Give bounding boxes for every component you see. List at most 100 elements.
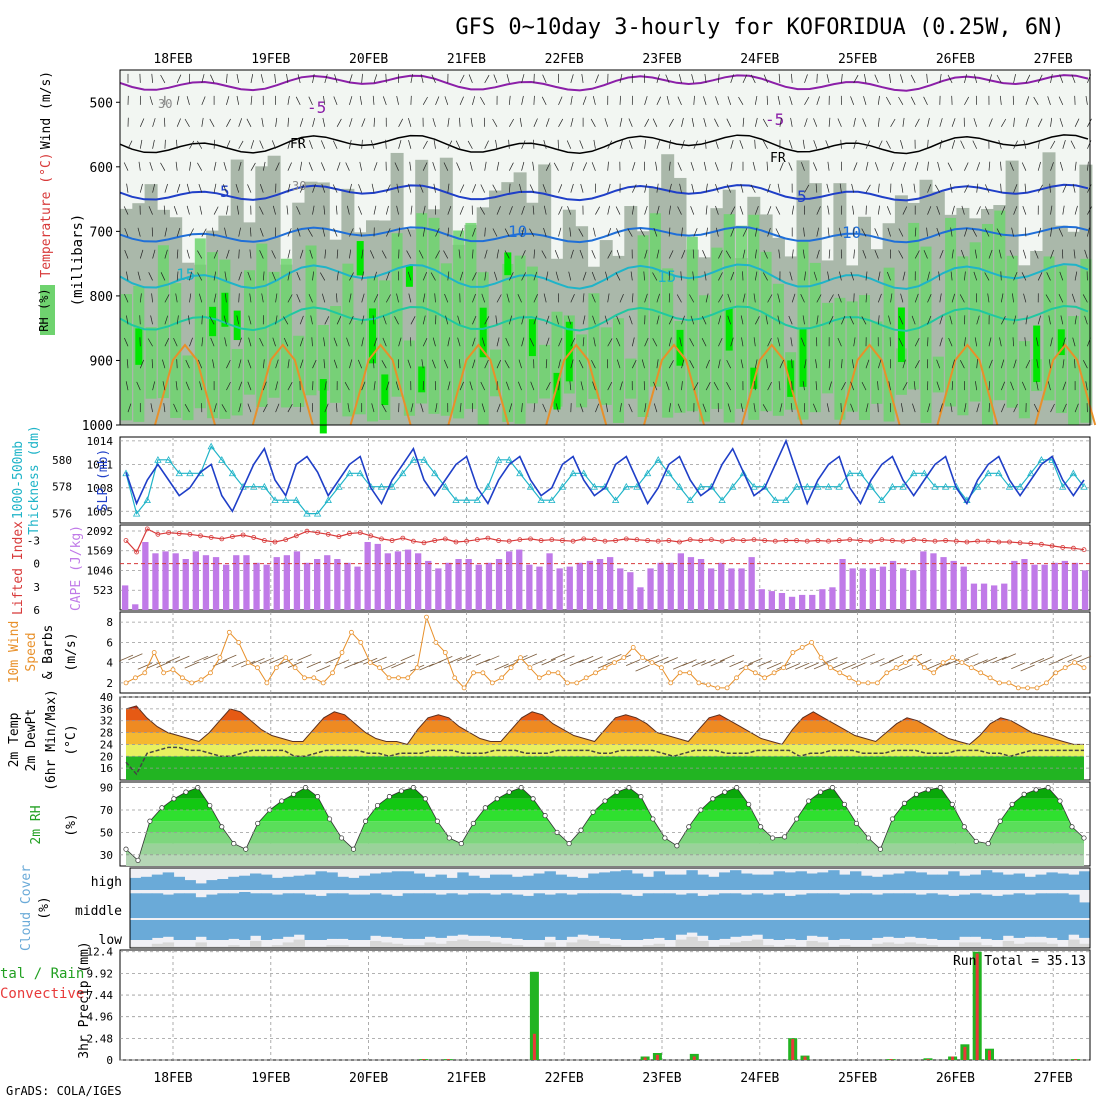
wind-barb	[324, 316, 330, 325]
wind-barb	[607, 183, 611, 193]
precip-legend-convective: Convective	[0, 986, 84, 1002]
wind-barb	[681, 117, 684, 127]
thickness-point	[580, 469, 588, 477]
li-point	[442, 536, 448, 542]
wind-barb	[247, 271, 252, 281]
cape-bar	[243, 555, 250, 610]
wind-barb	[147, 338, 153, 347]
wind-barb	[1037, 315, 1041, 325]
wind-speed-point	[311, 675, 317, 681]
cape-bar	[344, 562, 351, 610]
wind-barb	[607, 293, 610, 303]
wind-barb	[976, 162, 981, 171]
wind-barb	[530, 381, 535, 391]
cloud-low-bar	[675, 939, 687, 948]
wind-barb	[703, 96, 707, 105]
wind-barb	[431, 74, 436, 84]
wind-barb	[1074, 161, 1077, 171]
wind-barb	[506, 293, 510, 303]
wind-barb	[593, 337, 596, 347]
cape-bar	[991, 585, 998, 610]
cape-bar	[495, 559, 503, 610]
cloud-high-bar	[784, 872, 796, 890]
cape-bar	[425, 560, 432, 610]
rh-shade	[772, 283, 784, 416]
wind-barb	[705, 382, 711, 391]
wind-speed-point	[151, 650, 157, 655]
wind-barb	[582, 293, 585, 303]
wind-barb	[644, 293, 648, 303]
precip-frame	[119, 949, 1091, 1061]
wind-barb	[395, 381, 399, 391]
wind-barb	[902, 271, 906, 281]
rh-point	[446, 835, 452, 841]
wind-barb	[272, 205, 276, 215]
wind-barb	[164, 249, 168, 259]
thickness-point	[643, 469, 652, 477]
wind-barb	[1085, 95, 1088, 105]
wind-speed-point	[518, 655, 523, 660]
li-point	[134, 549, 140, 555]
wind-barb	[160, 272, 166, 281]
wind-barb-10m	[757, 660, 772, 667]
wind-barb	[681, 227, 683, 237]
wind-barb	[224, 337, 227, 347]
wind-barb	[299, 337, 304, 347]
rh-point	[686, 824, 692, 830]
wind-barb	[988, 337, 992, 347]
wind-barb	[299, 315, 304, 325]
wind-barb	[521, 161, 525, 171]
wind-barb	[607, 338, 613, 347]
rh-point	[853, 820, 860, 826]
thickness-point	[1037, 456, 1046, 463]
thickness-point	[462, 496, 471, 504]
wind-barb	[496, 359, 502, 369]
wind-barb	[861, 228, 867, 237]
wind-barb	[148, 272, 153, 281]
cape-bar	[1031, 564, 1038, 610]
wind-barb-10m	[1076, 655, 1092, 663]
contour-label: 15	[657, 267, 676, 286]
cloud-low-fill	[773, 920, 785, 940]
wind-barb	[927, 139, 929, 149]
wind-barb	[591, 162, 596, 171]
wind-barb	[739, 140, 744, 149]
cloud-low-fill	[1013, 920, 1025, 938]
wind-barb	[592, 315, 596, 325]
wind-barb	[259, 183, 264, 193]
wind-speed-point	[208, 670, 213, 676]
wind-barb	[934, 184, 941, 193]
wind-barb	[419, 184, 424, 193]
wind-barb	[1023, 139, 1027, 149]
wind-barb	[435, 228, 440, 237]
wind-barb	[788, 315, 793, 325]
wind-barb	[408, 118, 412, 127]
rh-point	[841, 801, 848, 807]
wind-speed-point	[837, 670, 843, 676]
wind-speed-point	[1081, 665, 1087, 671]
wind-barb	[481, 337, 486, 347]
wind-barb	[754, 359, 758, 369]
wind-speed-point	[1015, 685, 1021, 691]
rh-shade	[1043, 256, 1055, 401]
wind10m-label-3: & Barbs	[41, 625, 56, 680]
cloud-high-bar	[522, 875, 535, 890]
wind-barb	[865, 403, 869, 413]
wind-barb	[139, 249, 144, 259]
cape-bar	[788, 596, 796, 610]
wind-barb-10m	[522, 653, 538, 661]
wind-barb	[898, 250, 904, 259]
wind-barb	[996, 74, 1002, 84]
wind-barb-10m	[381, 663, 397, 670]
wind-barb	[420, 74, 424, 83]
cape-bar	[1011, 560, 1018, 610]
cloud-low-bar	[926, 945, 938, 948]
cape-bar	[1021, 559, 1028, 610]
wind-barb	[226, 140, 231, 149]
cloud-middle-bar	[206, 894, 218, 918]
wind-barb	[344, 382, 350, 391]
cloud-high-bar	[479, 877, 491, 890]
rh-shade	[662, 268, 674, 418]
wind-barb	[492, 228, 498, 237]
wind-barb	[124, 227, 129, 237]
